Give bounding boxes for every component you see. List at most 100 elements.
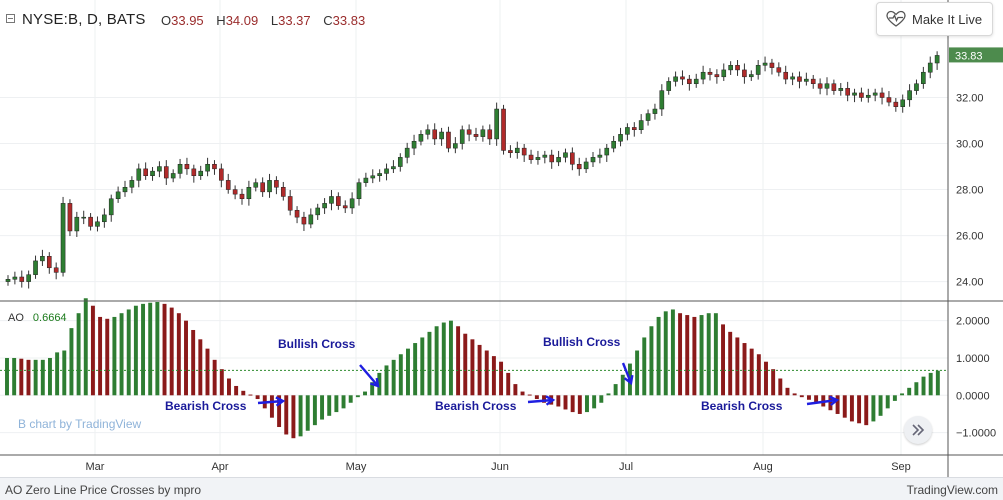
candle-body bbox=[81, 216, 87, 219]
close-value: 33.83 bbox=[332, 13, 366, 28]
ao-bar bbox=[928, 372, 933, 396]
ao-bar bbox=[864, 395, 869, 426]
ao-bar bbox=[5, 357, 9, 396]
candle bbox=[294, 206, 300, 224]
candle bbox=[267, 173, 272, 198]
ao-histogram bbox=[0, 298, 948, 439]
candle-body bbox=[143, 168, 148, 177]
ao-bar bbox=[921, 376, 926, 396]
ao-bar bbox=[663, 311, 668, 396]
candle-body bbox=[322, 203, 327, 209]
candle bbox=[5, 275, 11, 286]
ao-bar bbox=[441, 322, 446, 396]
make-it-live-button[interactable]: Make It Live bbox=[876, 2, 993, 36]
ao-last-bg bbox=[949, 363, 1003, 377]
ao-bar bbox=[33, 359, 38, 396]
footer-brand[interactable]: TradingView.com bbox=[906, 483, 998, 497]
candle-body bbox=[797, 76, 802, 82]
candle bbox=[473, 127, 479, 141]
candle-body bbox=[163, 166, 169, 179]
candle-body bbox=[604, 147, 610, 156]
candle bbox=[404, 142, 410, 164]
high-value: 34.09 bbox=[225, 13, 259, 28]
candle-body bbox=[67, 203, 73, 232]
candle bbox=[494, 102, 499, 146]
candle-body bbox=[356, 182, 362, 200]
heart-pulse-icon bbox=[886, 10, 906, 27]
candle bbox=[225, 173, 231, 194]
candle-body bbox=[287, 196, 293, 211]
candle-body bbox=[645, 113, 651, 121]
candle-body bbox=[508, 150, 513, 153]
candle bbox=[274, 176, 279, 195]
ao-bar bbox=[370, 382, 375, 396]
candle-body bbox=[33, 260, 38, 275]
candle-body bbox=[108, 198, 114, 216]
candle bbox=[239, 188, 245, 205]
candle bbox=[886, 91, 892, 107]
ao-bar bbox=[241, 390, 246, 396]
candle-body bbox=[817, 83, 823, 89]
chart-axes: Mar Apr May Jun Jul Aug Sep 24.00 26.00 28.00 30.0… bbox=[0, 0, 1003, 477]
candle bbox=[721, 63, 727, 81]
ao-bar bbox=[656, 316, 661, 396]
ao-bar bbox=[534, 395, 539, 400]
ao-bar bbox=[298, 395, 303, 437]
chart-canvas[interactable]: Mar Apr May Jun Jul Aug Sep 24.00 26.00 28.00 30.0… bbox=[0, 0, 1003, 477]
candle-body bbox=[336, 196, 341, 206]
arrow-head-icon bbox=[623, 374, 634, 386]
scroll-to-realtime-button[interactable] bbox=[904, 416, 932, 444]
candle-body bbox=[790, 76, 795, 80]
ao-bar bbox=[749, 348, 754, 396]
ao-tick-label: 2.0000 bbox=[956, 316, 990, 328]
ao-bar bbox=[499, 361, 504, 396]
ao-bar bbox=[842, 395, 847, 418]
ao-bar bbox=[878, 395, 883, 416]
candle bbox=[12, 271, 18, 285]
candle-body bbox=[102, 214, 107, 223]
candle-body bbox=[198, 170, 204, 177]
x-tick-label: Jul bbox=[619, 461, 633, 473]
ao-bar bbox=[556, 395, 561, 407]
candle-body bbox=[239, 193, 245, 200]
candle bbox=[817, 78, 823, 95]
candle-body bbox=[769, 62, 775, 68]
candle-body bbox=[824, 83, 830, 89]
candle bbox=[776, 62, 782, 77]
ao-bar bbox=[427, 331, 432, 396]
candle-body bbox=[583, 161, 589, 170]
candle-body bbox=[466, 129, 472, 135]
ao-bar bbox=[506, 372, 511, 396]
candle-body bbox=[225, 180, 231, 190]
ao-bar bbox=[55, 352, 60, 396]
candle-body bbox=[260, 182, 265, 193]
ao-bar bbox=[463, 333, 468, 396]
candle-body bbox=[838, 88, 844, 91]
candle-body bbox=[776, 67, 782, 73]
candle bbox=[315, 203, 321, 220]
candle bbox=[425, 124, 431, 140]
collapse-icon[interactable] bbox=[6, 14, 15, 23]
candle bbox=[824, 77, 830, 96]
ao-bar bbox=[771, 369, 776, 396]
candle-body bbox=[40, 256, 45, 262]
cross-annotation-label: Bullish Cross bbox=[543, 335, 621, 349]
ao-bar bbox=[76, 313, 81, 396]
candle bbox=[680, 70, 685, 86]
candle bbox=[693, 73, 699, 88]
candle bbox=[921, 66, 926, 89]
candle bbox=[391, 160, 396, 173]
candle bbox=[907, 84, 912, 107]
ao-bar bbox=[857, 395, 862, 424]
candle bbox=[26, 270, 31, 289]
ao-bar bbox=[685, 315, 690, 396]
ao-bar bbox=[484, 350, 489, 396]
candle bbox=[645, 109, 651, 126]
candle-body bbox=[687, 78, 692, 84]
candle-body bbox=[666, 81, 672, 91]
candle bbox=[342, 200, 348, 214]
candle-body bbox=[397, 157, 403, 167]
candle-body bbox=[453, 143, 458, 149]
candle-body bbox=[872, 92, 878, 96]
candle-body bbox=[46, 256, 52, 269]
